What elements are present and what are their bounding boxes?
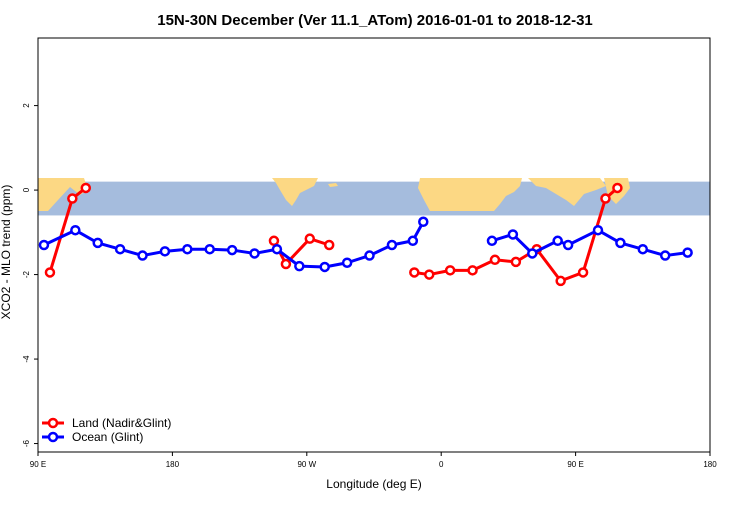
data-point-ocean xyxy=(271,243,283,255)
data-point-land xyxy=(489,254,501,266)
data-point-land xyxy=(444,265,456,276)
y-tick-label: -2 xyxy=(22,270,31,278)
x-tick-label: 180 xyxy=(703,460,717,469)
legend-marker-land xyxy=(47,417,59,429)
data-point-ocean xyxy=(682,247,693,258)
data-point-ocean xyxy=(637,243,649,255)
data-point-ocean xyxy=(114,243,126,255)
data-point-ocean xyxy=(592,224,604,236)
data-point-ocean xyxy=(204,243,215,255)
legend: Land (Nadir&Glint) Ocean (Glint) xyxy=(42,416,171,444)
legend-item-land: Land (Nadir&Glint) xyxy=(42,416,171,430)
data-point-ocean xyxy=(249,248,260,259)
legend-label-land: Land (Nadir&Glint) xyxy=(72,416,171,430)
data-point-land xyxy=(424,269,435,280)
x-tick-label: 90 E xyxy=(30,460,46,469)
x-tick-label: 90 W xyxy=(297,460,316,469)
data-point-land xyxy=(44,267,56,278)
data-point-ocean xyxy=(319,261,330,273)
data-point-ocean xyxy=(159,246,171,257)
data-point-land xyxy=(80,182,92,194)
map-land-arabia-india xyxy=(528,178,606,206)
chart-title: 15N-30N December (Ver 11.1_ATom) 2016-01… xyxy=(157,12,593,29)
data-point-land xyxy=(268,235,280,247)
data-point-ocean xyxy=(407,235,419,247)
y-tick-label: 0 xyxy=(22,187,31,192)
data-point-land xyxy=(555,275,566,287)
y-axis: -6 -4 -2 0 2 xyxy=(22,103,38,447)
x-axis-title: Longitude (deg E) xyxy=(326,477,421,491)
x-tick-label: 90 E xyxy=(567,460,583,469)
data-point-ocean xyxy=(386,239,398,251)
y-tick-label: -6 xyxy=(22,439,31,447)
map-land-africa xyxy=(418,178,522,211)
legend-label-ocean: Ocean (Glint) xyxy=(72,430,143,444)
series-line-ocean xyxy=(491,228,688,258)
data-point-land xyxy=(577,267,589,278)
legend-marker-ocean xyxy=(47,431,59,443)
data-point-ocean xyxy=(38,239,50,251)
data-point-land xyxy=(612,182,623,194)
map-land-asia-left xyxy=(38,178,88,211)
data-point-ocean xyxy=(92,237,103,249)
series-layer xyxy=(38,182,693,287)
data-point-ocean xyxy=(527,248,538,259)
y-tick-label: 2 xyxy=(22,103,31,108)
data-point-ocean xyxy=(562,239,574,251)
series-ocean xyxy=(38,216,693,273)
legend-item-ocean: Ocean (Glint) xyxy=(42,430,143,444)
data-point-ocean xyxy=(486,235,498,247)
data-point-land xyxy=(510,256,522,268)
data-point-ocean xyxy=(341,257,353,268)
x-axis: 90 E 180 90 W 0 90 E 180 xyxy=(30,452,717,469)
data-point-ocean xyxy=(226,244,238,256)
data-point-ocean xyxy=(294,260,305,272)
data-point-land xyxy=(600,193,611,204)
data-point-ocean xyxy=(182,243,193,255)
data-point-land xyxy=(304,233,316,244)
data-point-ocean xyxy=(418,216,429,228)
data-point-ocean xyxy=(364,250,375,261)
series-line-land xyxy=(272,237,330,266)
data-point-land xyxy=(67,193,78,204)
data-point-ocean xyxy=(507,229,519,240)
x-tick-label: 0 xyxy=(439,460,444,469)
data-point-land xyxy=(467,265,478,276)
world-map-band xyxy=(38,178,710,216)
y-tick-label: -4 xyxy=(22,355,31,363)
data-point-ocean xyxy=(552,235,563,247)
plot-frame xyxy=(37,37,711,453)
data-point-land xyxy=(323,239,335,251)
data-point-land xyxy=(280,258,292,270)
data-point-ocean xyxy=(615,237,626,249)
map-land-north-america xyxy=(272,178,318,206)
y-axis-title: XCO2 - MLO trend (ppm) xyxy=(0,185,13,320)
x-tick-label: 180 xyxy=(166,460,180,469)
data-point-ocean xyxy=(659,250,671,261)
data-point-land xyxy=(409,267,420,278)
data-point-ocean xyxy=(70,224,81,236)
data-point-ocean xyxy=(137,250,148,261)
map-land-caribbean xyxy=(328,183,338,187)
